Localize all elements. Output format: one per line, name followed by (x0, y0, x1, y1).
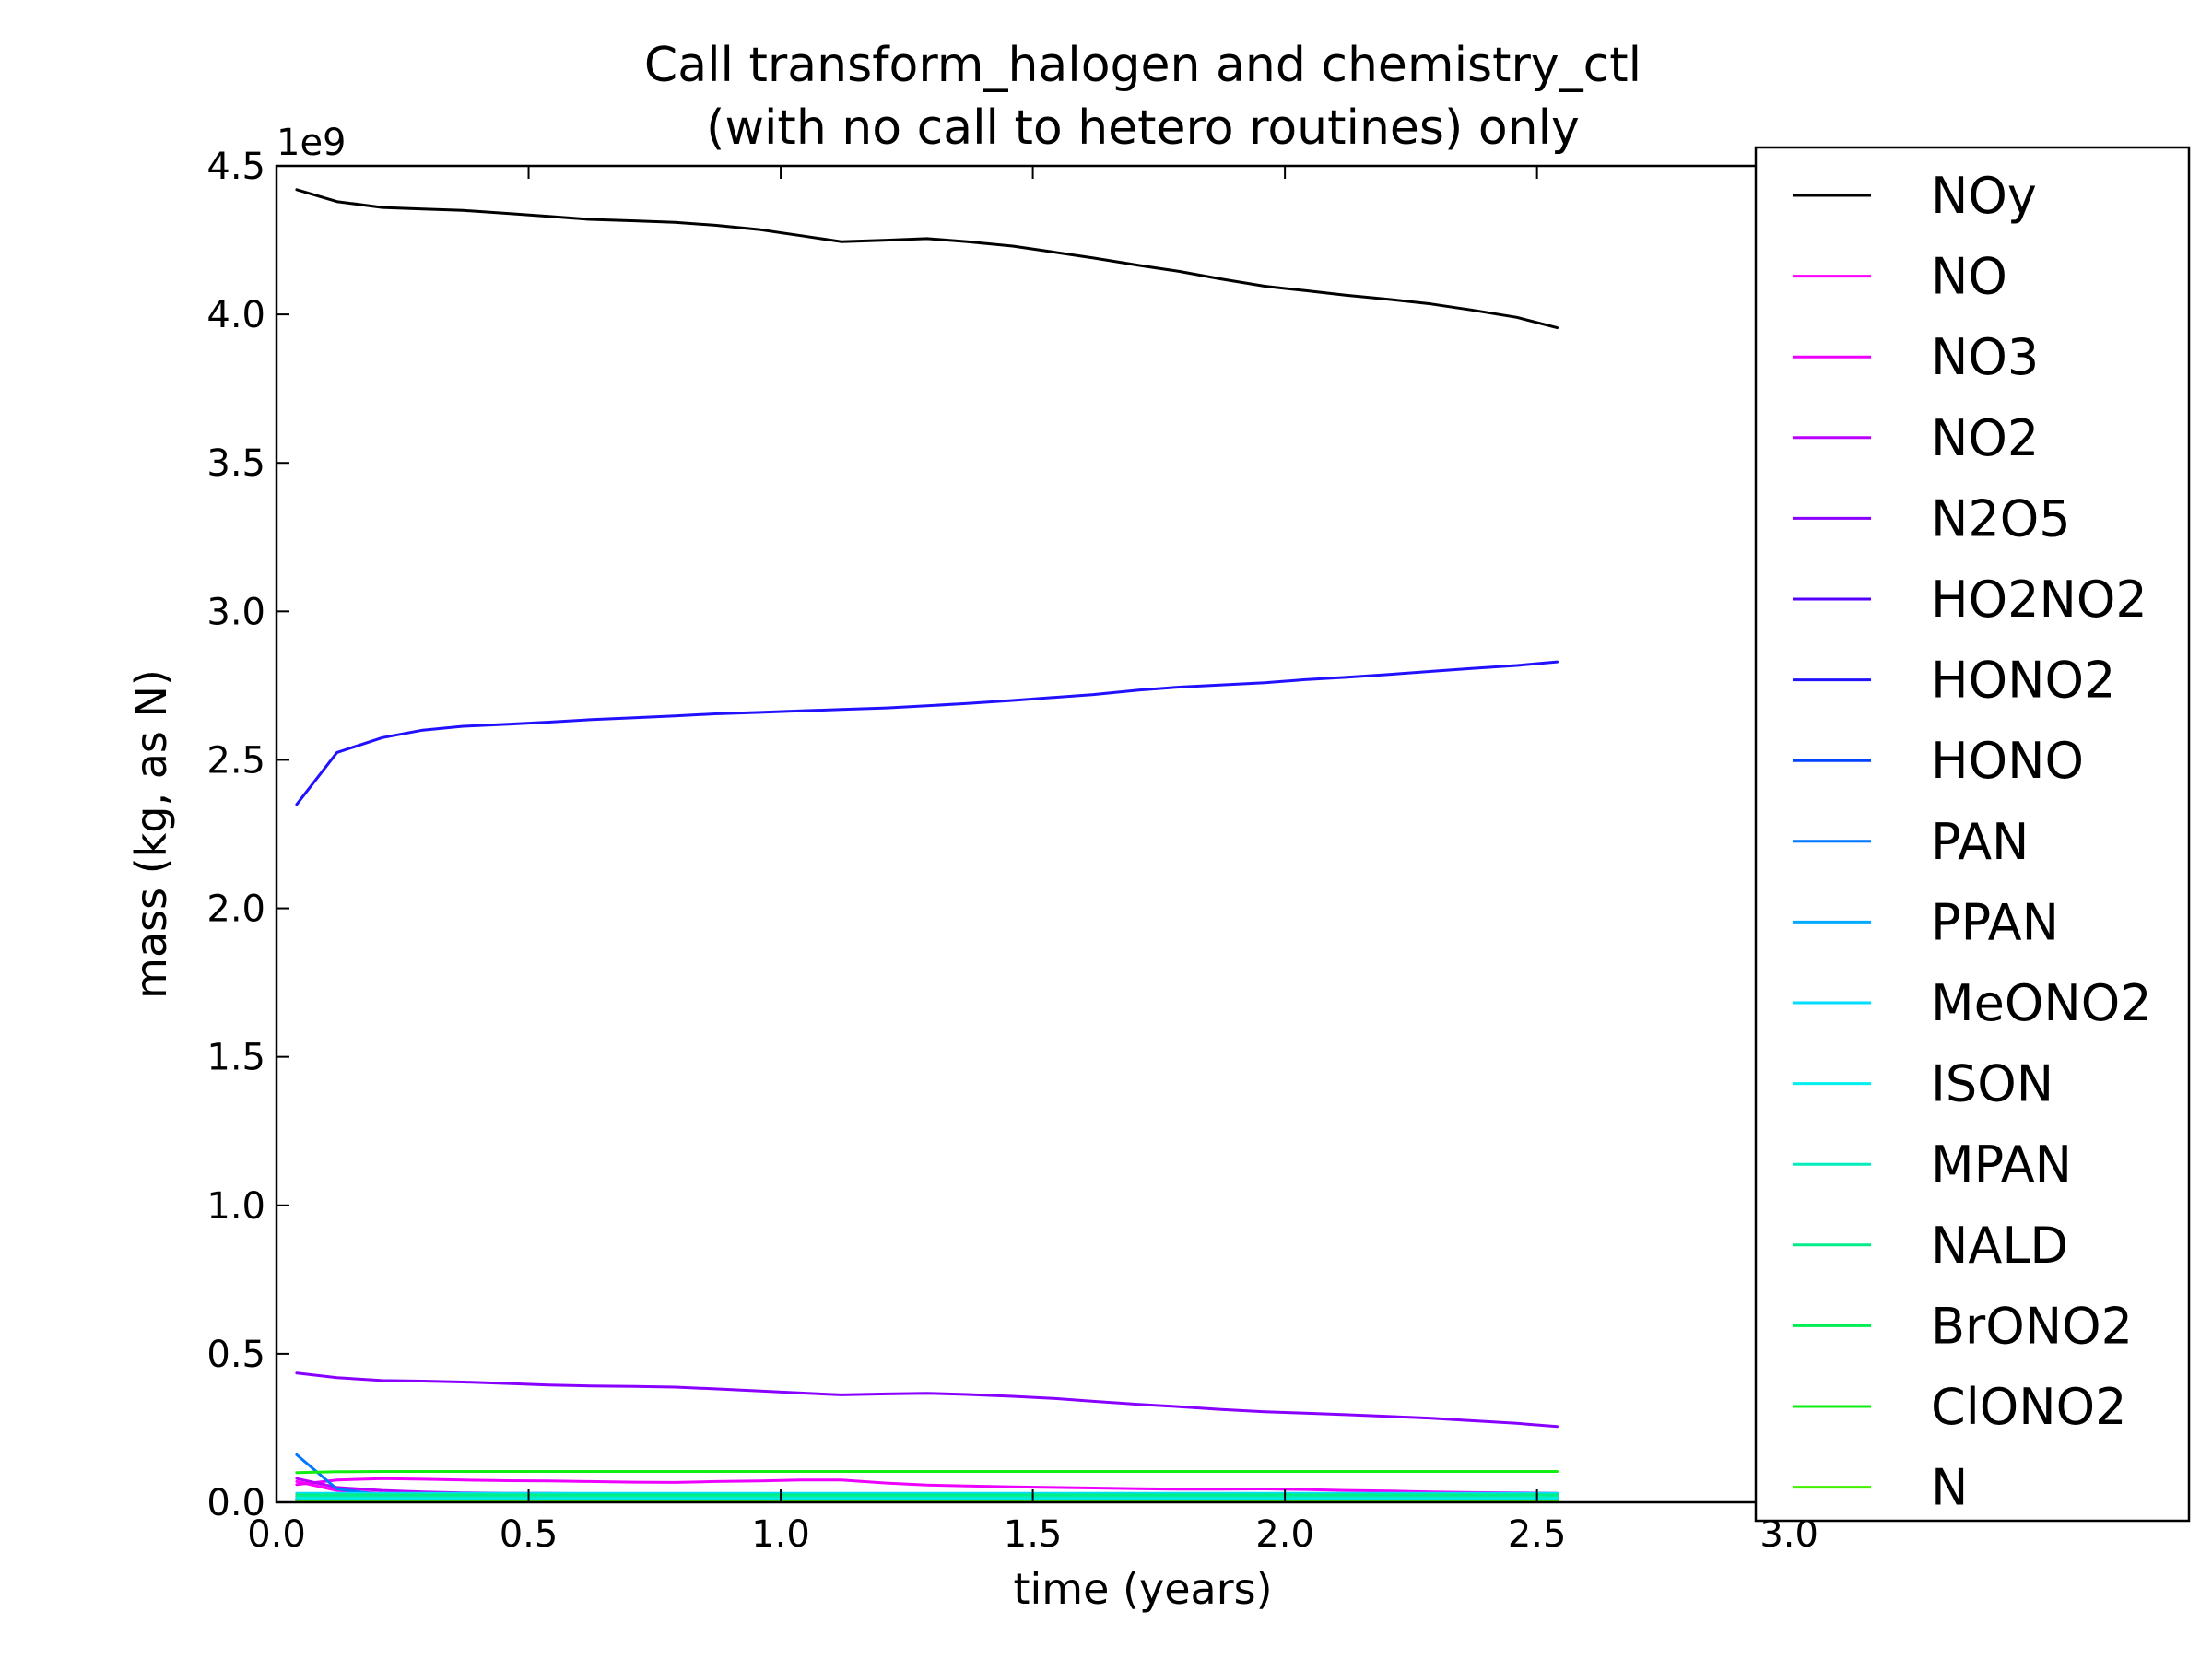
legend-label-ho2no2: HO2NO2 (1931, 571, 2147, 629)
chart-title-line-2: (with no call to hetero routines) only (706, 100, 1580, 156)
legend-label-no: NO (1931, 248, 2007, 306)
series-line-no3 (295, 1477, 1559, 1495)
series-layer (295, 188, 1559, 1503)
legend-label-nald: NALD (1931, 1217, 2068, 1275)
y-tick-label: 2.0 (206, 888, 265, 931)
legend-label-meono2: MeONO2 (1931, 974, 2152, 1032)
y-tick-label: 4.0 (206, 294, 265, 336)
legend-label-mpan: MPAN (1931, 1135, 2072, 1194)
legend-label-no2: NO2 (1931, 409, 2039, 467)
legend: NOy NO NO3 NO2 N2O5 HO2NO2 HONO2 HONO PAN PPAN MeO… (1754, 146, 2191, 1523)
y-axis-label: mass (kg, as N) (126, 669, 176, 999)
x-tick-label: 1.5 (1004, 1513, 1063, 1556)
legend-label-ison: ISON (1931, 1055, 2053, 1113)
x-tick-label: 0.5 (500, 1513, 559, 1556)
x-tick-label: 2.5 (1508, 1513, 1567, 1556)
x-axis-label: time (years) (1013, 1564, 1272, 1614)
chart-title-line-1: Call transform_halogen and chemistry_ctl (644, 38, 1641, 93)
legend-label-pan: PAN (1931, 813, 2029, 871)
y-tick-label: 0.0 (206, 1482, 265, 1524)
legend-label-noy: NOy (1931, 167, 2037, 225)
legend-label-clono2: ClONO2 (1931, 1378, 2126, 1436)
x-tick-label: 1.0 (751, 1513, 810, 1556)
legend-label-no3: NO3 (1931, 328, 2039, 386)
y-offset-label: 1e9 (276, 122, 347, 164)
series-line-clono2 (295, 1470, 1559, 1475)
series-line-hono2 (295, 660, 1559, 806)
y-tick-label: 1.5 (206, 1037, 265, 1079)
legend-label-hono2: HONO2 (1931, 652, 2115, 710)
legend-label-brono2: BrONO2 (1931, 1297, 2133, 1355)
y-tick-label: 1.0 (206, 1185, 265, 1228)
legend-label-n: N (1931, 1459, 1968, 1517)
legend-label-n2o5: N2O5 (1931, 489, 2071, 547)
legend-label-ppan: PPAN (1931, 893, 2059, 951)
x-tick-label: 2.0 (1255, 1513, 1314, 1556)
y-tick-label: 3.5 (206, 442, 265, 485)
y-tick-label: 3.0 (206, 591, 265, 633)
legend-label-hono: HONO (1931, 732, 2084, 790)
legend-box (1754, 146, 2191, 1523)
y-tick-label: 0.5 (206, 1334, 265, 1376)
y-tick-label: 2.5 (206, 739, 265, 782)
ticks-layer: 0.0 0.5 1.0 1.5 2.0 2.5 3.0 0.0 0.5 1.0 1.5 2.0 2.5 3… (206, 146, 1991, 1556)
x-tick-label: 0.0 (247, 1513, 306, 1556)
series-line-noy (295, 188, 1559, 330)
series-line-n2o5 (295, 1371, 1559, 1429)
y-tick-label: 4.5 (206, 146, 265, 188)
